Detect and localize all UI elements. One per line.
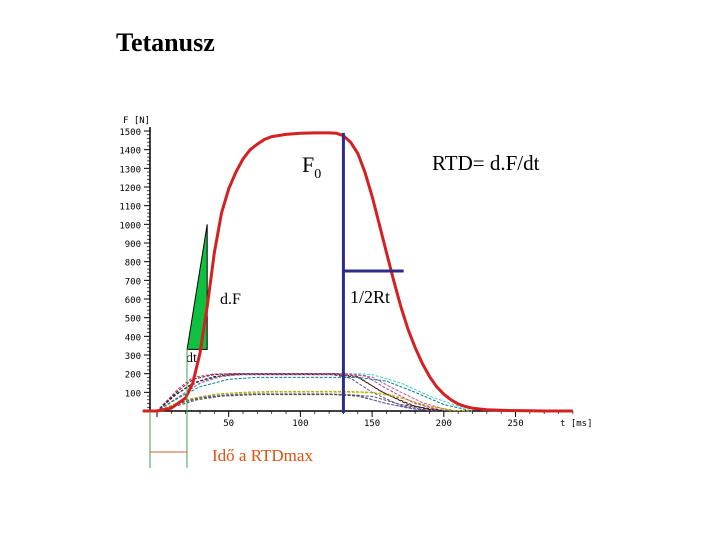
y-tick-label: 300 xyxy=(125,352,141,362)
dt-label: dt xyxy=(186,351,197,366)
x-tick-label: 250 xyxy=(507,419,523,429)
rtdmax-label: Idő a RTDmax xyxy=(212,446,313,465)
y-tick-label: 500 xyxy=(125,315,141,325)
y-tick-label: 800 xyxy=(125,259,141,269)
y-tick-label: 600 xyxy=(125,296,141,306)
y-tick-label: 900 xyxy=(125,240,141,250)
twitch-series-line xyxy=(142,390,459,412)
x-tick-label: 200 xyxy=(436,419,452,429)
x-tick-label: 100 xyxy=(292,419,308,429)
y-axis-label: F [N] xyxy=(123,116,150,126)
y-tick-label: 1200 xyxy=(119,184,141,194)
y-tick-label: 1300 xyxy=(119,165,141,175)
rtd-formula: RTD= d.F/dt xyxy=(432,151,540,175)
twitch-series-line xyxy=(142,373,444,412)
y-tick-label: 1500 xyxy=(119,128,141,138)
y-tick-label: 700 xyxy=(125,277,141,287)
rtd-triangle xyxy=(186,224,208,350)
x-tick-label: 50 xyxy=(223,419,234,429)
twitch-series-line xyxy=(142,373,437,412)
twitch-series-line xyxy=(142,376,473,412)
y-tick-label: 1100 xyxy=(119,203,141,213)
df-label: d.F xyxy=(220,291,241,308)
f0-label: F0 xyxy=(302,152,321,182)
half-rt-label: 1/2Rt xyxy=(350,287,390,307)
y-tick-label: 100 xyxy=(125,389,141,399)
x-tick-label: 150 xyxy=(364,419,380,429)
x-axis-label: t [ms] xyxy=(560,419,593,429)
y-tick-label: 1000 xyxy=(119,221,141,231)
f0-subscript: 0 xyxy=(314,167,321,182)
y-tick-label: 200 xyxy=(125,371,141,381)
slide-title: Tetanusz xyxy=(116,28,215,57)
twitch-series-line xyxy=(142,374,444,412)
y-tick-label: 400 xyxy=(125,333,141,343)
y-tick-label: 1400 xyxy=(119,147,141,157)
tetanus-series-line xyxy=(142,131,573,413)
twitch-series-line xyxy=(142,374,452,412)
